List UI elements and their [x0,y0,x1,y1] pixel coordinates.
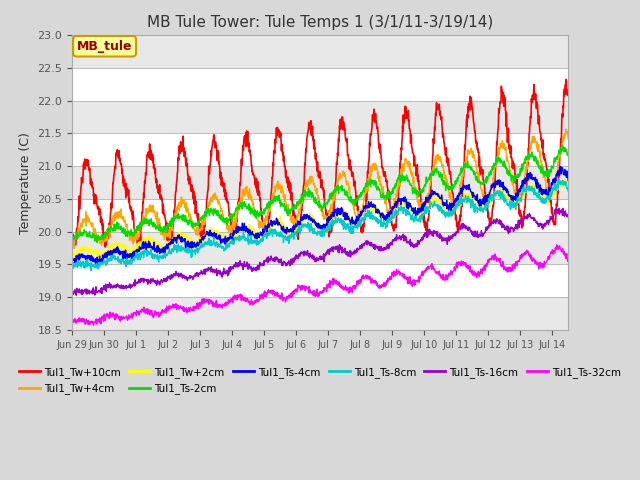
Bar [72,166,568,199]
Bar [72,199,568,232]
Text: MB_tule: MB_tule [77,40,132,53]
Bar [72,36,568,68]
Bar [72,133,568,166]
Legend: Tul1_Tw+10cm, Tul1_Tw+4cm, Tul1_Tw+2cm, Tul1_Ts-2cm, Tul1_Ts-4cm, Tul1_Ts-8cm, T: Tul1_Tw+10cm, Tul1_Tw+4cm, Tul1_Tw+2cm, … [15,363,625,398]
Bar [72,297,568,330]
Bar [72,264,568,297]
Title: MB Tule Tower: Tule Temps 1 (3/1/11-3/19/14): MB Tule Tower: Tule Temps 1 (3/1/11-3/19… [147,15,493,30]
Y-axis label: Temperature (C): Temperature (C) [19,132,32,233]
Bar [72,68,568,101]
Bar [72,232,568,264]
Bar [72,101,568,133]
